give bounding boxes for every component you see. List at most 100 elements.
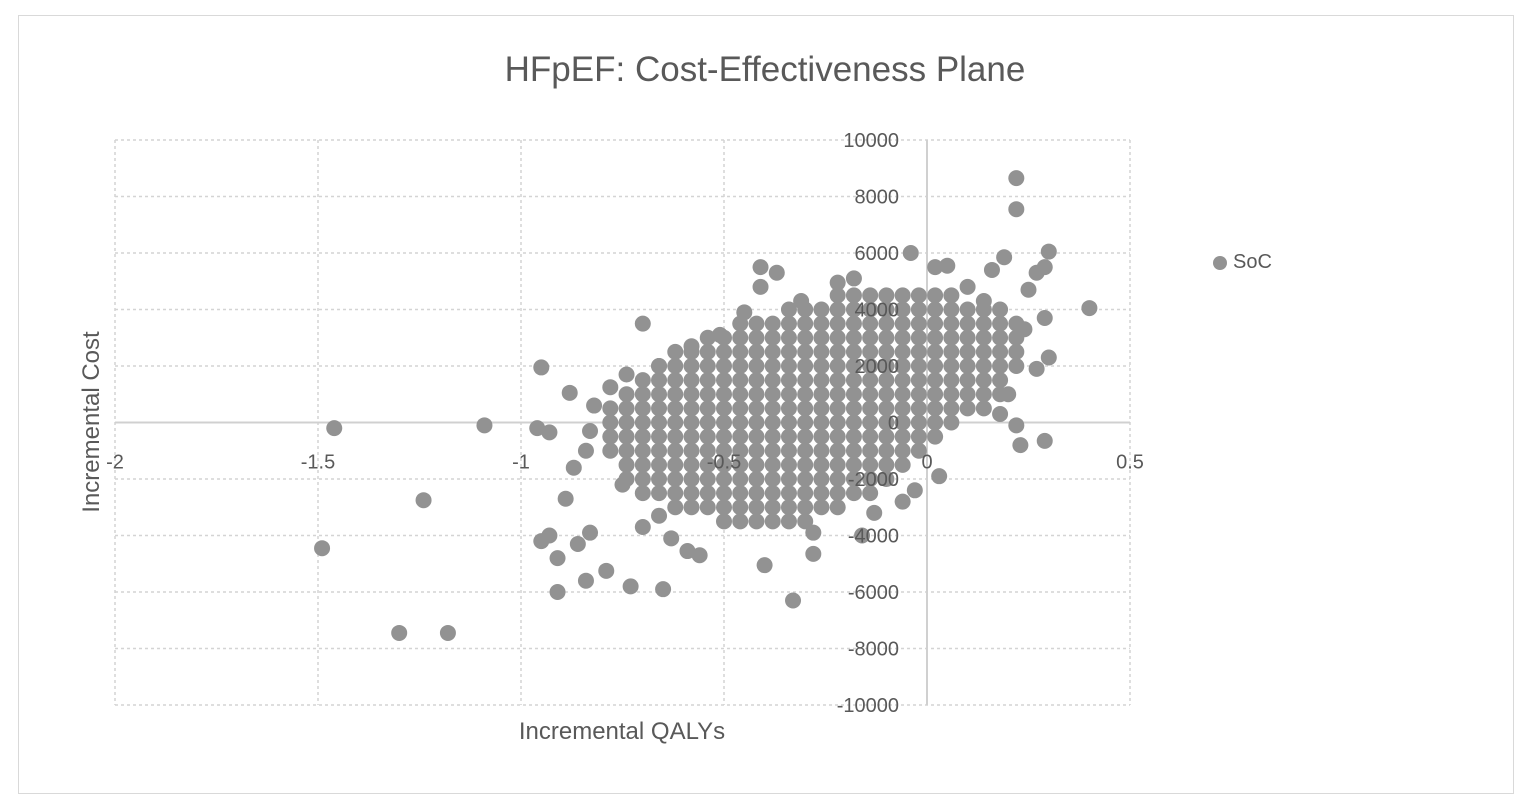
data-point bbox=[910, 301, 927, 318]
data-point bbox=[602, 414, 619, 431]
data-point bbox=[667, 386, 684, 403]
data-point bbox=[878, 372, 895, 389]
data-point bbox=[927, 358, 944, 374]
data-point bbox=[667, 471, 684, 487]
data-point bbox=[878, 400, 895, 417]
data-point bbox=[732, 513, 749, 530]
data-point bbox=[894, 372, 911, 389]
data-point bbox=[829, 301, 846, 318]
data-point bbox=[748, 471, 765, 487]
data-point bbox=[943, 301, 960, 318]
data-point bbox=[780, 386, 797, 403]
data-point bbox=[732, 343, 749, 360]
data-point bbox=[797, 358, 814, 374]
data-point bbox=[1028, 360, 1045, 377]
data-point bbox=[813, 386, 830, 403]
data-point bbox=[748, 513, 765, 530]
legend-label: SoC bbox=[1233, 251, 1272, 273]
data-point bbox=[667, 442, 684, 459]
data-point bbox=[927, 414, 944, 431]
y-tick-label: 8000 bbox=[855, 187, 900, 209]
data-point bbox=[975, 400, 992, 417]
data-point bbox=[829, 329, 846, 346]
data-point bbox=[894, 358, 911, 374]
data-point bbox=[862, 329, 879, 346]
data-point bbox=[780, 400, 797, 417]
data-point bbox=[992, 358, 1009, 374]
data-point bbox=[764, 428, 781, 445]
data-point bbox=[732, 400, 749, 417]
data-point bbox=[561, 384, 578, 401]
data-point bbox=[797, 301, 814, 318]
data-point bbox=[797, 442, 814, 459]
data-point bbox=[549, 584, 566, 600]
data-point bbox=[732, 442, 749, 459]
data-point bbox=[780, 372, 797, 389]
data-point bbox=[845, 485, 862, 502]
data-point bbox=[845, 428, 862, 445]
data-point bbox=[894, 493, 911, 510]
data-point bbox=[602, 442, 619, 459]
legend: SoC bbox=[1213, 251, 1272, 274]
data-point bbox=[845, 358, 862, 374]
data-point bbox=[634, 471, 651, 487]
data-point bbox=[939, 257, 956, 274]
data-point bbox=[862, 358, 879, 374]
data-point bbox=[862, 442, 879, 459]
y-tick-label: -6000 bbox=[848, 582, 899, 604]
data-point bbox=[618, 386, 635, 403]
data-point bbox=[862, 456, 879, 473]
data-point bbox=[805, 524, 822, 541]
data-point bbox=[634, 456, 651, 473]
data-point bbox=[1028, 264, 1045, 281]
data-point bbox=[797, 471, 814, 487]
data-point bbox=[862, 485, 879, 502]
data-point bbox=[1008, 343, 1025, 360]
data-point bbox=[845, 287, 862, 304]
data-point bbox=[894, 343, 911, 360]
data-point bbox=[805, 545, 822, 562]
data-point bbox=[992, 315, 1009, 332]
data-point bbox=[866, 504, 883, 521]
data-point bbox=[602, 428, 619, 445]
data-point bbox=[894, 414, 911, 431]
data-point bbox=[651, 442, 668, 459]
data-point bbox=[931, 468, 948, 485]
data-point bbox=[927, 287, 944, 304]
data-point bbox=[699, 485, 716, 502]
data-point bbox=[780, 329, 797, 346]
data-point bbox=[732, 414, 749, 431]
data-point bbox=[618, 428, 635, 445]
data-point bbox=[797, 513, 814, 530]
data-point bbox=[780, 485, 797, 502]
data-point bbox=[752, 259, 769, 276]
data-point bbox=[862, 471, 879, 487]
data-point bbox=[983, 261, 1000, 278]
data-point bbox=[845, 442, 862, 459]
data-point bbox=[748, 315, 765, 332]
data-point bbox=[651, 428, 668, 445]
data-point bbox=[732, 329, 749, 346]
data-point bbox=[667, 414, 684, 431]
data-point bbox=[557, 490, 574, 507]
data-point bbox=[732, 456, 749, 473]
data-point bbox=[829, 400, 846, 417]
data-point bbox=[845, 400, 862, 417]
data-point bbox=[797, 329, 814, 346]
data-point bbox=[854, 527, 871, 544]
data-point bbox=[699, 499, 716, 516]
data-point bbox=[634, 315, 651, 332]
data-point bbox=[959, 278, 976, 295]
data-point bbox=[1008, 315, 1025, 332]
data-point bbox=[829, 358, 846, 374]
data-point bbox=[894, 456, 911, 473]
data-point bbox=[667, 485, 684, 502]
data-point bbox=[716, 372, 732, 389]
data-point bbox=[975, 372, 992, 389]
data-point bbox=[764, 358, 781, 374]
data-point bbox=[748, 485, 765, 502]
data-point bbox=[862, 386, 879, 403]
data-point bbox=[894, 301, 911, 318]
data-point bbox=[748, 372, 765, 389]
